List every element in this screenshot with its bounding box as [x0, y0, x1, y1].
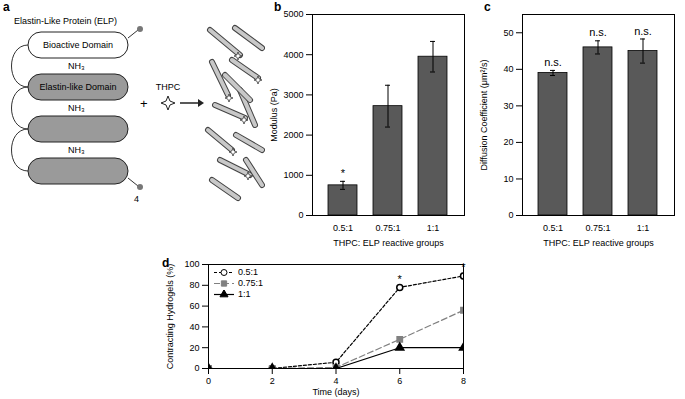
html-text:a: a	[3, 0, 10, 14]
svg-text:*: *	[341, 167, 346, 179]
svg-text:0.75:1: 0.75:1	[375, 223, 400, 233]
svg-text:THPC: ELP reactive groups: THPC: ELP reactive groups	[543, 238, 654, 248]
svg-text:4: 4	[134, 194, 139, 204]
svg-text:n.s.: n.s.	[634, 25, 652, 37]
svg-text:n.s.: n.s.	[544, 56, 562, 68]
svg-text:THPC: ELP reactive groups: THPC: ELP reactive groups	[333, 238, 444, 248]
html-text:1:1: 1:1	[238, 289, 251, 299]
svg-text:0.5:1: 0.5:1	[333, 223, 353, 233]
html-text:d: d	[162, 256, 170, 270]
html-text:0.75:1: 0.75:1	[238, 278, 263, 288]
svg-text:60: 60	[189, 301, 199, 311]
svg-text:30: 30	[503, 101, 513, 111]
svg-text:80: 80	[189, 280, 199, 290]
svg-text:20: 20	[503, 137, 513, 147]
svg-text:Modulus (Pa): Modulus (Pa)	[269, 88, 279, 142]
svg-text:1000: 1000	[283, 170, 303, 180]
svg-text:Diffusion Coefficient (μm²/s): Diffusion Coefficient (μm²/s)	[479, 60, 489, 171]
svg-text:0: 0	[298, 210, 303, 220]
svg-text:8: 8	[461, 376, 466, 386]
svg-text:40: 40	[503, 64, 513, 74]
svg-text:5000: 5000	[283, 9, 303, 19]
svg-text:+: +	[140, 96, 148, 111]
svg-text:0: 0	[194, 363, 199, 373]
svg-text:10: 10	[503, 174, 513, 184]
svg-text:6: 6	[397, 376, 402, 386]
svg-text:NH₃: NH₃	[68, 145, 85, 155]
svg-text:20: 20	[189, 343, 199, 353]
svg-text:Contracting Hydrogels (%): Contracting Hydrogels (%)	[165, 264, 175, 370]
svg-text:2: 2	[270, 376, 275, 386]
svg-text:2000: 2000	[283, 130, 303, 140]
svg-text:4: 4	[333, 376, 338, 386]
svg-text:100: 100	[184, 259, 199, 269]
svg-text:Bioactive Domain: Bioactive Domain	[43, 40, 113, 50]
html-text:c: c	[484, 0, 491, 14]
svg-text:NH₃: NH₃	[68, 61, 85, 71]
svg-text:*: *	[398, 273, 403, 285]
svg-text:40: 40	[189, 322, 199, 332]
svg-text:3000: 3000	[283, 90, 303, 100]
svg-text:NH₃: NH₃	[68, 103, 85, 113]
svg-text:50: 50	[503, 28, 513, 38]
html-text:0.5:1: 0.5:1	[238, 267, 258, 277]
svg-text:THPC: THPC	[156, 82, 181, 92]
svg-text:0: 0	[508, 210, 513, 220]
svg-text:4000: 4000	[283, 50, 303, 60]
svg-text:Time (days): Time (days)	[312, 387, 359, 397]
svg-text:0.5:1: 0.5:1	[543, 223, 563, 233]
svg-text:0.75:1: 0.75:1	[585, 223, 610, 233]
svg-text:1:1: 1:1	[427, 223, 440, 233]
svg-text:0: 0	[206, 376, 211, 386]
svg-text:Elastin-Like Protein (ELP): Elastin-Like Protein (ELP)	[14, 16, 117, 26]
svg-text:n.s.: n.s.	[589, 26, 607, 38]
svg-text:1:1: 1:1	[637, 223, 650, 233]
html-text:b: b	[274, 0, 282, 14]
svg-text:Elastin-like Domain: Elastin-like Domain	[39, 82, 116, 92]
